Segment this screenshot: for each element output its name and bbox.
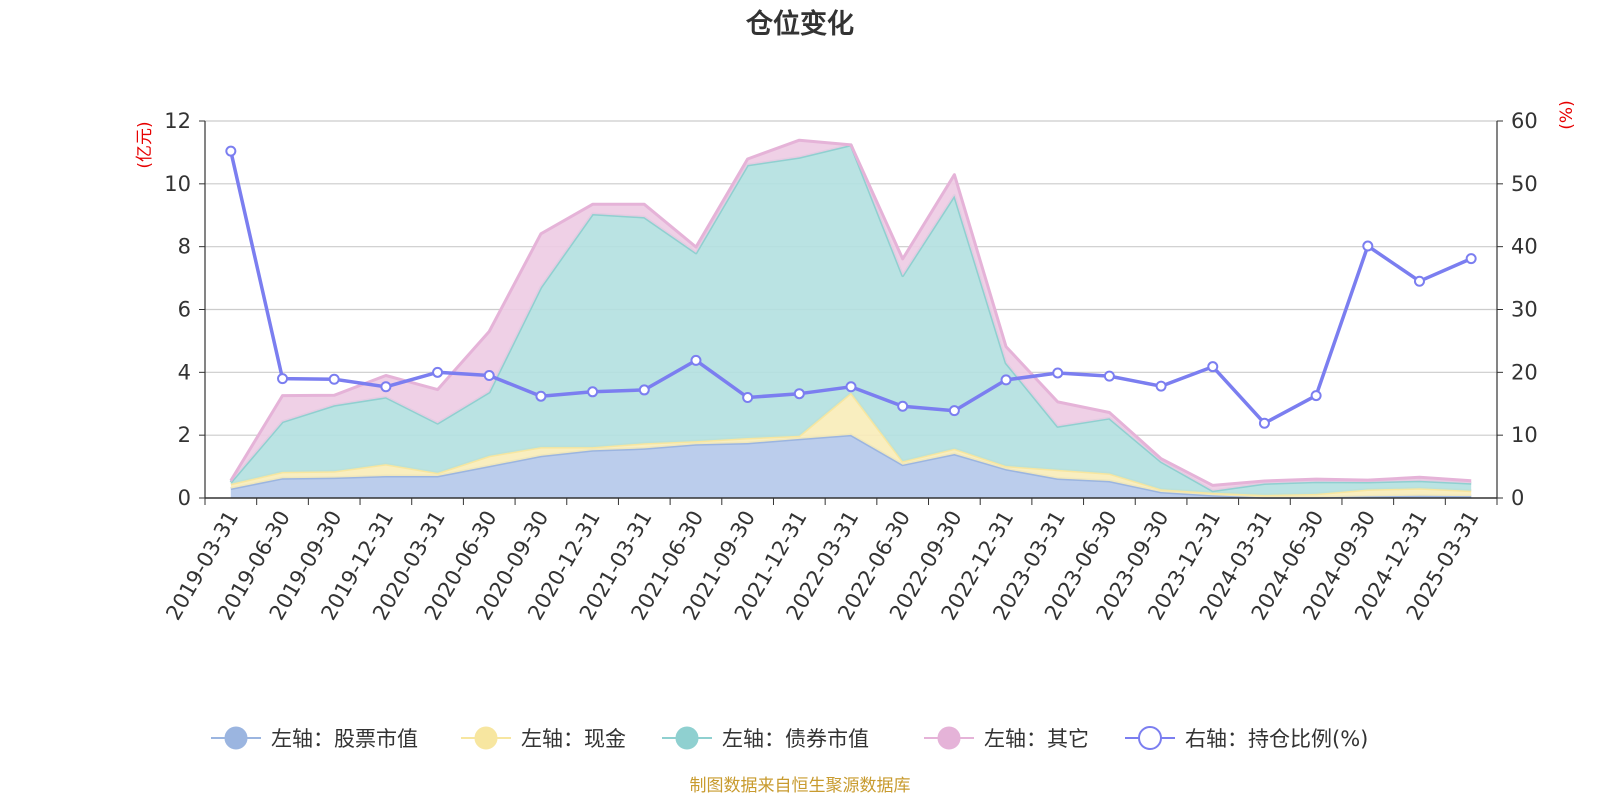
ratio-point xyxy=(1207,361,1219,373)
left-y-tick-label: 12 xyxy=(164,109,191,133)
ratio-point xyxy=(1362,240,1374,252)
ratio-point xyxy=(948,405,960,417)
ratio-point xyxy=(1155,380,1167,392)
ratio-point xyxy=(277,373,289,385)
ratio-point xyxy=(742,391,754,403)
ratio-point xyxy=(225,145,237,157)
area-1 xyxy=(230,434,1472,498)
ratio-point xyxy=(845,381,857,393)
legend-item: 左轴：现金 xyxy=(461,726,626,751)
ratio-point xyxy=(793,388,805,400)
right-y-tick-label: 40 xyxy=(1511,235,1538,259)
left-y-tick-label: 8 xyxy=(178,235,191,259)
area-2 xyxy=(230,392,1472,498)
legend-label: 左轴：债券市值 xyxy=(722,727,869,751)
legend-marker xyxy=(937,726,961,750)
legend-marker xyxy=(675,726,699,750)
ratio-point xyxy=(638,384,650,396)
legend-item: 右轴：持仓比例(%) xyxy=(1125,726,1368,751)
legend-marker xyxy=(474,726,498,750)
legend-label: 左轴：股票市值 xyxy=(271,727,418,751)
ratio-point xyxy=(1465,253,1477,265)
ratio-point xyxy=(483,369,495,381)
ratio-point xyxy=(328,373,340,385)
legend-marker xyxy=(1138,726,1162,750)
left-axis-unit: (亿元) xyxy=(135,121,155,168)
area-4-edge xyxy=(229,138,1472,487)
left-y-tick-label: 2 xyxy=(178,423,191,447)
right-y-tick-label: 0 xyxy=(1511,486,1524,510)
ratio-line-series xyxy=(225,145,1477,429)
right-y-tick-label: 10 xyxy=(1511,423,1538,447)
ratio-point xyxy=(690,354,702,366)
left-y-tick-label: 10 xyxy=(164,172,191,196)
ratio-point xyxy=(587,386,599,398)
ratio-point xyxy=(1310,390,1322,402)
legend-item: 左轴：股票市值 xyxy=(211,726,418,751)
legend-item: 左轴：债券市值 xyxy=(662,726,869,751)
ratio-point xyxy=(1258,417,1270,429)
legend-label: 右轴：持仓比例(%) xyxy=(1185,727,1368,751)
ratio-point xyxy=(1052,367,1064,379)
legend-label: 左轴：现金 xyxy=(521,727,626,751)
legend-label: 左轴：其它 xyxy=(984,727,1089,751)
legend-item: 左轴：其它 xyxy=(924,726,1089,751)
right-y-tick-label: 30 xyxy=(1511,298,1538,322)
legend-marker xyxy=(224,726,248,750)
ratio-point xyxy=(897,400,909,412)
chart-title: 仓位变化 xyxy=(745,8,854,40)
ratio-point xyxy=(432,366,444,378)
right-axis-unit: (%) xyxy=(1557,100,1577,129)
left-y-tick-label: 0 xyxy=(178,486,191,510)
ratio-point xyxy=(1103,370,1115,382)
ratio-point xyxy=(1413,275,1425,287)
right-y-tick-label: 20 xyxy=(1511,360,1538,384)
area-3 xyxy=(230,144,1472,495)
ratio-point xyxy=(535,390,547,402)
right-y-tick-label: 50 xyxy=(1511,172,1538,196)
left-y-tick-label: 6 xyxy=(178,298,191,322)
right-y-tick-label: 60 xyxy=(1511,109,1538,133)
data-source-note: 制图数据来自恒生聚源数据库 xyxy=(690,776,911,796)
legend: 左轴：股票市值 左轴：现金 左轴：债券市值 左轴：其它 右轴：持仓比例(%) xyxy=(211,726,1368,751)
ratio-point xyxy=(1000,374,1012,386)
ratio-point xyxy=(380,381,392,393)
area-series xyxy=(229,138,1472,499)
left-y-tick-label: 4 xyxy=(178,360,191,384)
